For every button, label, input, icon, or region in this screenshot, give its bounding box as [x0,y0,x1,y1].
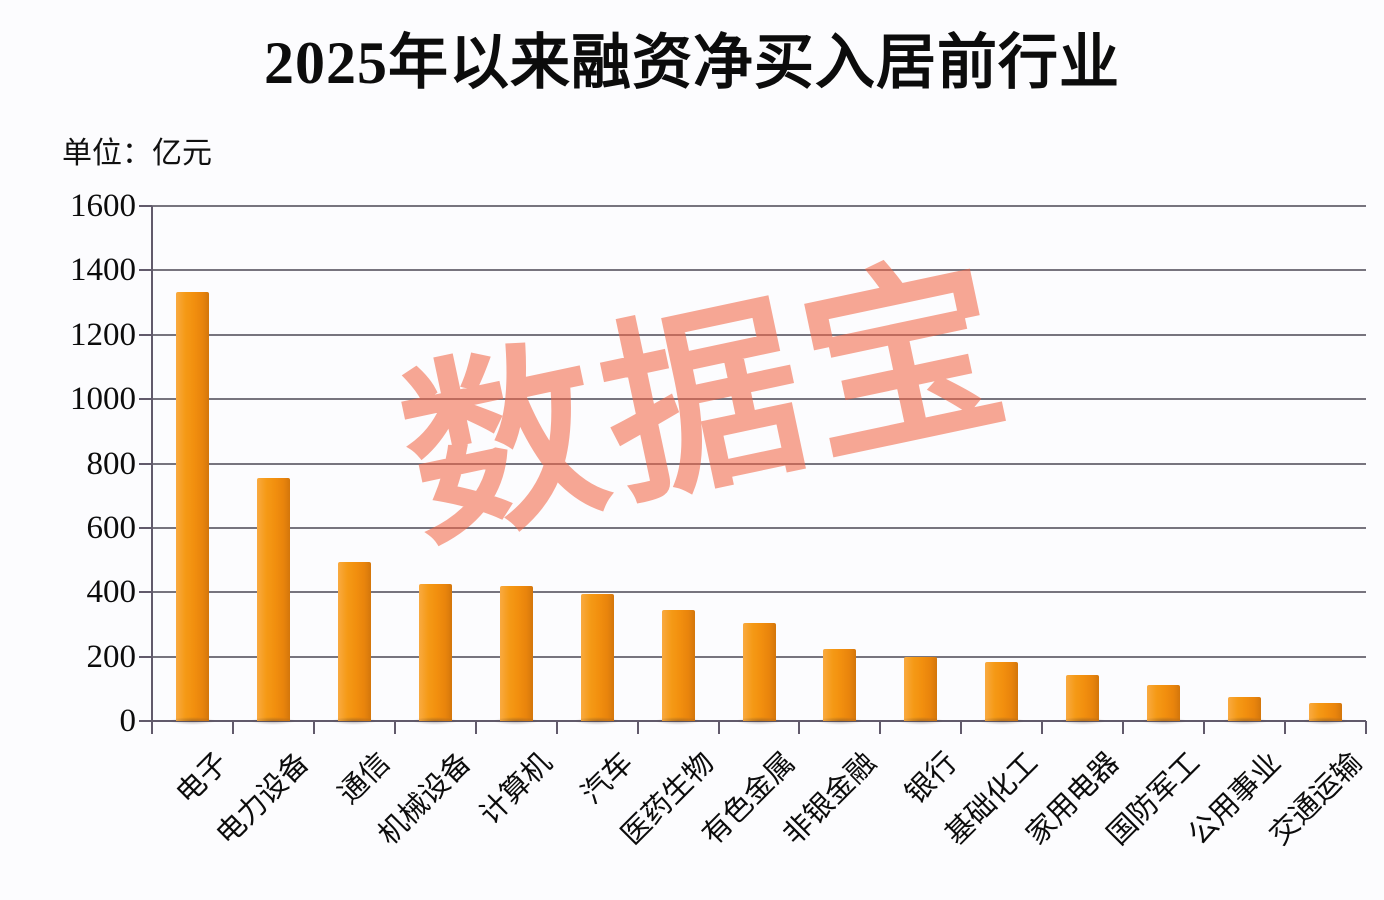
gridline-1400 [152,269,1366,272]
x-axis-tick-14 [1284,721,1287,734]
x-axis-tick-11 [1041,721,1044,734]
gridline-600 [152,526,1366,529]
x-axis-tick-7 [717,721,720,734]
bar-电力设备 [250,477,297,726]
x-axis-tick-2 [312,721,315,734]
x-axis-tick-13 [1203,721,1206,734]
bar-通信 [331,562,378,725]
y-axis-label-1200: 1200 [70,316,136,353]
bar-国防军工 [1140,684,1187,726]
y-axis-tick-800 [139,462,152,465]
bar-计算机 [493,586,540,725]
bar-汽车 [574,593,621,726]
x-axis-tick-10 [960,721,963,734]
x-axis-tick-12 [1122,721,1125,734]
y-axis-label-1400: 1400 [70,252,136,289]
bar-家用电器 [1059,674,1106,726]
x-axis-tick-6 [636,721,639,734]
gridline-800 [152,462,1366,465]
bar-银行 [897,657,944,725]
bar-机械设备 [412,583,459,726]
y-axis-tick-600 [139,526,152,529]
x-axis-tick-9 [879,721,882,734]
y-axis-label-0: 0 [119,703,137,739]
gridline-1000 [152,398,1366,401]
y-axis-tick-400 [139,591,152,594]
x-axis-tick-3 [393,721,396,734]
x-axis-tick-8 [798,721,801,734]
bar-有色金属 [735,623,783,725]
watermark: 数据宝 [385,231,1030,573]
y-axis-label-1000: 1000 [70,381,136,418]
x-axis-label-计算机: 计算机 [474,746,559,831]
y-axis-tick-1000 [139,398,152,401]
x-axis-line [139,720,1366,722]
bar-医药生物 [654,609,702,726]
x-axis-tick-1 [231,721,234,734]
x-axis-tick-5 [555,721,558,734]
x-axis-tick-4 [474,721,477,734]
gridline-1600 [152,205,1366,207]
x-axis-tick-0 [151,721,153,734]
y-axis-tick-1200 [139,333,152,336]
y-axis-label-600: 600 [86,509,137,546]
bar-交通运输 [1302,702,1349,726]
gridline-400 [152,591,1366,594]
bar-基础化工 [978,662,1025,725]
y-axis-tick-1400 [139,269,152,272]
y-axis-label-200: 200 [86,638,137,675]
y-axis-label-400: 400 [86,574,137,611]
bar-非银金融 [816,648,864,726]
y-axis-label-1600: 1600 [70,188,136,224]
x-axis-tick-15 [1365,721,1367,734]
gridline-1200 [152,333,1366,336]
unit-label: 单位：亿元 [62,137,212,170]
y-axis-line [151,206,153,734]
chart-title: 2025年以来融资净买入居前行业 [264,30,1120,96]
bar-电子 [169,292,216,725]
y-axis-tick-200 [139,655,152,658]
bar-公用事业 [1221,696,1268,726]
y-axis-tick-1600 [139,205,152,207]
y-axis-label-800: 800 [86,445,137,482]
